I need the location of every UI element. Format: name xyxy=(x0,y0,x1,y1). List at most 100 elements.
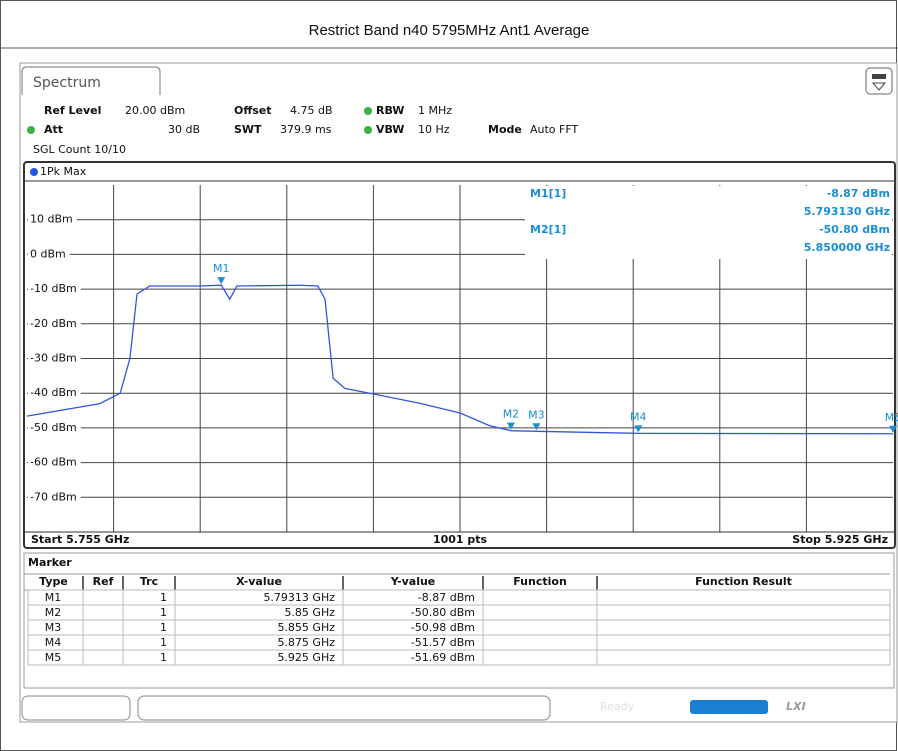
cell: M3 xyxy=(45,621,62,634)
marker-label: M5 xyxy=(885,411,898,424)
readout-freq: 5.793130 GHz xyxy=(804,205,890,218)
indicator xyxy=(27,126,35,134)
marker xyxy=(532,423,541,431)
tick-label-bg xyxy=(28,247,70,262)
readout-level: -50.80 dBm xyxy=(819,223,890,236)
readout-bg xyxy=(525,186,892,259)
cell: 1 xyxy=(160,591,167,604)
cell: 1 xyxy=(160,651,167,664)
cell: 1 xyxy=(160,621,167,634)
column-header: Trc xyxy=(140,575,158,588)
cell: -8.87 dBm xyxy=(418,591,475,604)
marker xyxy=(506,422,515,430)
cell: 5.875 GHz xyxy=(277,636,335,649)
readout-name: M2[1] xyxy=(530,223,566,236)
column-header: Type xyxy=(39,575,68,588)
marker-label: M1 xyxy=(213,262,230,275)
tick-label-bg xyxy=(28,212,77,227)
cell: -50.98 dBm xyxy=(411,621,475,634)
cell: -50.80 dBm xyxy=(411,606,475,619)
y-tick-label: 0 dBm xyxy=(30,247,66,260)
setting-label: Att xyxy=(44,123,63,136)
setting-value: 4.75 dB xyxy=(290,104,333,117)
icon-arrow xyxy=(871,82,887,91)
y-tick-label: -70 dBm xyxy=(30,490,77,503)
y-tick-label: -10 dBm xyxy=(30,282,77,295)
marker-label: M3 xyxy=(528,408,545,421)
cell: 5.79313 GHz xyxy=(263,591,335,604)
column-header: Ref xyxy=(93,575,114,588)
setting-label: VBW xyxy=(376,123,404,136)
status-box xyxy=(137,695,551,721)
setting-value: 30 dB xyxy=(168,123,200,136)
cell: 5.855 GHz xyxy=(277,621,335,634)
indicator xyxy=(364,107,372,115)
progress-bar xyxy=(690,700,768,714)
readout-freq: 5.850000 GHz xyxy=(804,241,890,254)
icon-bar xyxy=(872,74,886,79)
points: 1001 pts xyxy=(433,533,488,546)
y-tick-label: -60 dBm xyxy=(30,456,77,469)
y-tick-label: 10 dBm xyxy=(30,213,73,226)
y-tick-label: -40 dBm xyxy=(30,386,77,399)
tick-label-bg xyxy=(28,455,81,470)
setting-value: Auto FFT xyxy=(530,123,578,136)
trace xyxy=(26,284,894,435)
start-freq: Start 5.755 GHz xyxy=(31,533,129,546)
y-tick-label: -20 dBm xyxy=(30,317,77,330)
setting-value: 10 Hz xyxy=(418,123,450,136)
cell: M4 xyxy=(45,636,62,649)
y-tick-label: -50 dBm xyxy=(30,421,77,434)
status-box xyxy=(21,695,131,721)
cell: -51.69 dBm xyxy=(411,651,475,664)
tab-label[interactable]: Spectrum xyxy=(33,75,101,91)
setting-value: 379.9 ms xyxy=(280,123,332,136)
setting-value: 20.00 dBm xyxy=(125,104,185,117)
setting-label: Ref Level xyxy=(44,104,101,117)
tick-label-bg xyxy=(28,420,81,435)
tick-label-bg xyxy=(28,386,81,401)
tick-label-bg xyxy=(28,351,81,366)
plot-area: 10 dBm 0 dBm -10 dBm -20 dBm -30 dBm -40 dBm -… xyxy=(26,185,898,532)
stop-freq: Stop 5.925 GHz xyxy=(792,533,888,546)
column-header: Y-value xyxy=(390,575,436,588)
marker xyxy=(217,277,226,285)
tick-label-bg xyxy=(28,490,81,505)
tick-label-bg xyxy=(28,316,81,331)
setting-label: RBW xyxy=(376,104,404,117)
setting-label: Mode xyxy=(488,123,522,136)
cell: 1 xyxy=(160,636,167,649)
column-header: X-value xyxy=(236,575,282,588)
setting-label: Offset xyxy=(234,104,272,117)
marker-table: Type Ref Trc X-value Y-value Function Function… xyxy=(24,573,891,666)
marker-label: M4 xyxy=(630,410,647,423)
cell: 1 xyxy=(160,606,167,619)
indicator xyxy=(364,126,372,134)
cell: M2 xyxy=(45,606,62,619)
cell: 5.925 GHz xyxy=(277,651,335,664)
marker-label: M2 xyxy=(503,408,520,421)
logo: LXI xyxy=(786,700,806,713)
cell: 5.85 GHz xyxy=(284,606,335,619)
cell: -51.57 dBm xyxy=(411,636,475,649)
trace-label: 1Pk Max xyxy=(40,165,87,178)
marker-table-title: Marker xyxy=(28,556,72,569)
cell: M1 xyxy=(45,591,62,604)
readout-name: M1[1] xyxy=(530,187,566,200)
sweep-count: SGL Count 10/10 xyxy=(33,143,126,156)
table-row xyxy=(27,649,891,666)
page-title: Restrict Band n40 5795MHz Ant1 Average xyxy=(309,22,590,39)
marker xyxy=(889,425,897,433)
column-header: Function Result xyxy=(695,575,792,588)
tab[interactable] xyxy=(21,66,161,95)
status-text: Ready xyxy=(600,700,635,713)
progress xyxy=(690,700,768,714)
marker xyxy=(634,425,643,433)
readout-level: -8.87 dBm xyxy=(827,187,890,200)
cell: M5 xyxy=(45,651,62,664)
y-tick-label: -30 dBm xyxy=(30,352,77,365)
setting-label: SWT xyxy=(234,123,262,136)
tick-label-bg xyxy=(28,282,81,297)
trace-indicator xyxy=(30,168,38,176)
